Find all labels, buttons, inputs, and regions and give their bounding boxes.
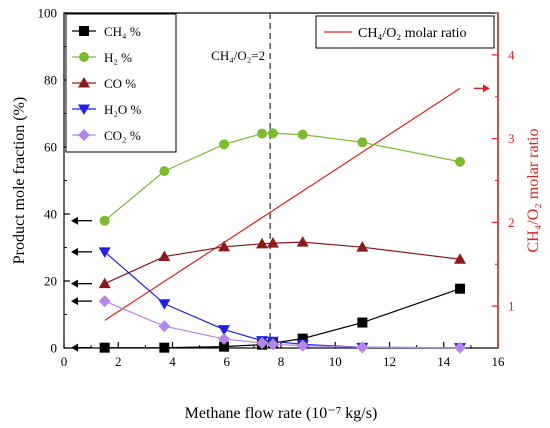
legend-ratio-label: CH₄/O₂ molar ratio bbox=[358, 26, 467, 41]
data-point bbox=[266, 237, 279, 248]
legend-label: CO₂ % bbox=[104, 128, 141, 143]
series-3 bbox=[98, 247, 467, 354]
left-axis-arrow-head bbox=[71, 343, 78, 352]
series-2 bbox=[98, 236, 467, 289]
data-point bbox=[158, 250, 171, 262]
left-axis-arrow-head bbox=[71, 216, 78, 225]
legend-label: CO % bbox=[104, 76, 136, 91]
data-point bbox=[159, 166, 170, 177]
series-line bbox=[104, 132, 461, 222]
data-point bbox=[356, 341, 369, 354]
legend-marker bbox=[79, 52, 89, 62]
x-tick-label: 12 bbox=[383, 354, 396, 369]
data-point bbox=[297, 129, 308, 140]
x-tick-label: 10 bbox=[329, 354, 342, 369]
y-tick-label: 60 bbox=[44, 140, 57, 155]
series-4 bbox=[98, 295, 467, 354]
y-tick-label: 40 bbox=[44, 207, 57, 222]
legend-label: H₂ % bbox=[104, 50, 132, 65]
x-tick-label: 8 bbox=[278, 354, 285, 369]
legend-marker bbox=[78, 77, 90, 88]
left-axis-arrow-head bbox=[71, 247, 78, 256]
x-tick-label: 2 bbox=[115, 354, 122, 369]
data-point bbox=[256, 237, 269, 249]
series-1 bbox=[99, 128, 466, 226]
legend-left: CH₄ % H₂ % CO % H₂O % CO₂ % bbox=[65, 13, 177, 153]
data-point bbox=[218, 240, 231, 252]
legend-marker bbox=[78, 129, 90, 141]
data-point bbox=[219, 139, 230, 150]
data-point bbox=[98, 277, 111, 289]
data-point bbox=[158, 299, 171, 310]
y-axis-label: Product mole fraction (%) bbox=[11, 97, 28, 265]
molar-ratio-line bbox=[104, 87, 461, 321]
y2-tick-label: 4 bbox=[508, 47, 515, 62]
data-point bbox=[257, 128, 268, 139]
x-tick-label: 0 bbox=[61, 354, 68, 369]
data-point bbox=[454, 341, 467, 354]
x-tick-label: 6 bbox=[224, 354, 231, 369]
y-tick-label: 100 bbox=[38, 6, 58, 21]
left-axis-arrow-head bbox=[71, 297, 78, 306]
y-tick-label: 20 bbox=[44, 274, 57, 289]
data-point bbox=[266, 338, 279, 351]
x-tick-label: 16 bbox=[492, 354, 506, 369]
data-point bbox=[267, 128, 278, 139]
data-point bbox=[357, 137, 368, 148]
y2-tick-label: 1 bbox=[508, 299, 515, 314]
x-axis-label: Methane flow rate (10⁻⁷ kg/s) bbox=[185, 405, 378, 422]
data-point bbox=[455, 156, 466, 167]
data-point bbox=[98, 247, 111, 258]
data-point bbox=[99, 342, 110, 353]
data-point bbox=[256, 336, 269, 349]
data-point bbox=[455, 283, 466, 294]
data-point bbox=[218, 325, 231, 336]
y-tick-label: 0 bbox=[51, 341, 58, 356]
series-line bbox=[104, 251, 461, 349]
data-point bbox=[356, 241, 369, 252]
data-point bbox=[218, 332, 231, 345]
left-axis-arrow-head bbox=[71, 279, 78, 288]
y2-axis-label: CH₄/O₂ molar ratio bbox=[525, 128, 542, 252]
y2-tick-label: 2 bbox=[508, 215, 515, 230]
series-line bbox=[104, 241, 461, 285]
legend-marker bbox=[79, 26, 89, 36]
data-point bbox=[454, 253, 467, 264]
y2-tick-label: 3 bbox=[508, 131, 515, 146]
data-point bbox=[219, 341, 230, 352]
legend-right: CH₄/O₂ molar ratio bbox=[315, 15, 495, 49]
legend-marker bbox=[78, 104, 90, 115]
data-point bbox=[158, 320, 171, 333]
ratio-annotation: CH₄/O₂=2 bbox=[211, 48, 265, 63]
data-point bbox=[296, 236, 309, 247]
right-axis-arrow-head bbox=[483, 84, 490, 93]
data-point bbox=[297, 333, 308, 344]
legend-label: H₂O % bbox=[104, 102, 142, 117]
y-tick-label: 80 bbox=[44, 73, 57, 88]
data-point bbox=[98, 295, 111, 308]
legend-label: CH₄ % bbox=[104, 24, 141, 39]
data-point bbox=[296, 339, 309, 352]
data-point bbox=[159, 342, 170, 353]
data-point bbox=[99, 215, 110, 226]
x-tick-label: 14 bbox=[437, 354, 451, 369]
x-tick-label: 4 bbox=[169, 354, 176, 369]
data-point bbox=[357, 317, 368, 328]
series-line bbox=[104, 300, 461, 349]
